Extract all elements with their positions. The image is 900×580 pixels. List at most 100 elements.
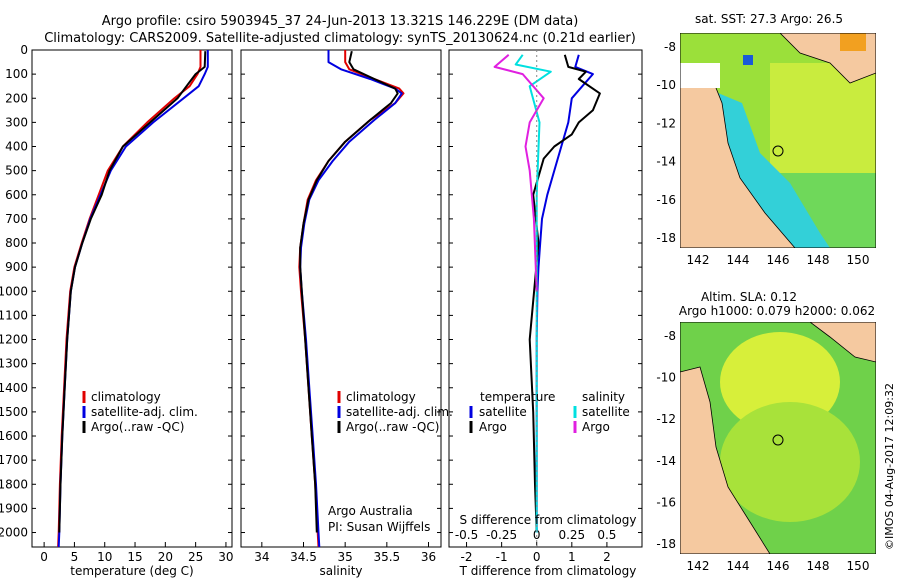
series-line-argo [58,51,207,533]
depth-tick-label: 1200 [0,333,28,347]
x2-tick-label: -0.25 [486,528,517,542]
sst-map-canvas [680,33,876,248]
x-tick-label: 0 [40,550,48,564]
x2-tick-label: 0.25 [558,528,585,542]
credits-line-2: PI: Susan Wijffels [328,520,430,534]
lon-tick-label: 150 [847,559,870,573]
x-tick-label: 30 [218,550,233,564]
depth-tick-label: 1300 [0,357,28,371]
difference-x2label: S difference from climatology [460,513,637,527]
legend-label-t-argo: Argo [479,420,507,434]
lat-tick-label: -16 [656,495,676,509]
legend-label-climatology-2: climatology [346,390,416,404]
depth-tick-label: 300 [5,115,28,129]
sla-map-title-1: Altim. SLA: 0.12 [701,290,797,304]
temperature-series [57,50,209,548]
sla-map: Altim. SLA: 0.12 Argo h1000: 0.079 h2000… [656,290,876,573]
sst-map-missing-data [680,63,720,88]
x-tick-label: 35 [338,550,353,564]
depth-tick-label: 900 [5,260,28,274]
legend-label-climatology: climatology [91,390,161,404]
difference-legend: temperature salinity satellite Argo sate… [469,390,630,434]
argo-position-marker-top [772,145,784,157]
depth-tick-label: 1500 [0,405,28,419]
depth-tick-label: 700 [5,212,28,226]
lon-tick-label: 144 [727,559,750,573]
lat-tick-label: -18 [656,537,676,551]
credits-line-1: Argo Australia [328,504,413,518]
x-tick-label: 5 [71,550,79,564]
sst-map: sat. SST: 27.3 Argo: 26.5 -8 -10 -12 -14 -16… [656,12,876,267]
sst-map-coastal-cyan [718,93,830,248]
legend-sal-title: salinity [582,390,625,404]
x2-tick-label: -0.5 [455,528,478,542]
series-line-satellite [57,50,209,548]
lon-tick-label: 142 [687,559,710,573]
x-tick-label: 2 [603,550,611,564]
series-line-satellite [299,50,403,548]
lon-tick-label: 144 [727,253,750,267]
lat-tick-label: -8 [664,329,676,343]
lat-tick-label: -18 [656,231,676,245]
header-line-2: Climatology: CARS2009. Satellite-adjuste… [44,31,636,46]
legend-label-argo: Argo(..raw -QC) [91,420,184,434]
temperature-panel: 0 5 10 15 20 25 30 temperature (deg C) climato… [31,49,234,578]
depth-tick-label: 200 [5,91,28,105]
x2-tick-label: 0.5 [597,528,616,542]
header-line-1: Argo profile: csiro 5903945_37 24-Jun-20… [102,14,579,29]
x-tick-label: 34.5 [290,550,317,564]
depth-tick-label: 1600 [0,429,28,443]
x-tick-label: 0 [533,550,541,564]
sst-map-hot-patch [840,33,866,51]
depth-axis-labels: 0 100 200 300 400 500 600 700 800 900 1000 1100 1200… [0,43,28,540]
argo-position-marker-bottom [772,434,784,446]
salinity-panel: 34 34.5 35 35.5 36 salinity climatology sate… [240,49,453,578]
lon-tick-label: 148 [807,253,830,267]
sla-map-canvas [680,322,876,554]
lat-tick-label: -12 [656,412,676,426]
imos-stamp: ©IMOS 04-Aug-2017 12:09:32 [883,383,896,550]
depth-tick-label: 100 [5,67,28,81]
x-tick-label: 20 [158,550,173,564]
sst-map-lon-labels: 142 144 146 148 150 [687,253,870,267]
lat-tick-label: -12 [656,116,676,130]
series-line-satellite [535,54,594,533]
legend-label-t-satellite: satellite [479,405,527,419]
depth-tick-label: 400 [5,140,28,154]
legend-label-satellite: satellite-adj. clim. [91,405,198,419]
sla-map-land-australia [680,366,771,554]
series-line-argo [528,54,601,533]
x-tick-label: 10 [97,550,112,564]
sst-map-lat-labels: -8 -10 -12 -14 -16 -18 [656,40,676,245]
temperature-axes-frame [31,49,233,548]
depth-tick-label: 1800 [0,477,28,491]
x-tick-label: 15 [127,550,142,564]
difference-series [493,50,601,547]
legend-label-satellite-2: satellite-adj. clim. [346,405,453,419]
x-tick-label: 34 [254,550,269,564]
x-tick-label: 36 [421,550,436,564]
salinity-legend: climatology satellite-adj. clim. Argo(..… [337,390,453,434]
x-tick-label: 35.5 [373,550,400,564]
lat-tick-label: -10 [656,371,676,385]
x-tick-label: 25 [188,550,203,564]
lat-tick-label: -10 [656,78,676,92]
legend-label-s-argo: Argo [582,420,610,434]
lon-tick-label: 146 [767,253,790,267]
depth-tick-label: 800 [5,236,28,250]
lon-tick-label: 146 [767,559,790,573]
lat-tick-label: -8 [664,40,676,54]
depth-tick-label: 0 [20,43,28,57]
salinity-x-ticks: 34 34.5 35 35.5 36 [241,49,441,564]
series-line-argo [299,50,399,533]
sla-map-lat-labels: -8 -10 -12 -14 -16 -18 [656,329,676,551]
depth-tick-label: 600 [5,188,28,202]
sla-map-mid-anomaly [720,402,860,522]
salinity-series [298,50,405,548]
lon-tick-label: 142 [687,253,710,267]
x-tick-label: 1 [568,550,576,564]
series-line-s_argo [493,54,545,292]
